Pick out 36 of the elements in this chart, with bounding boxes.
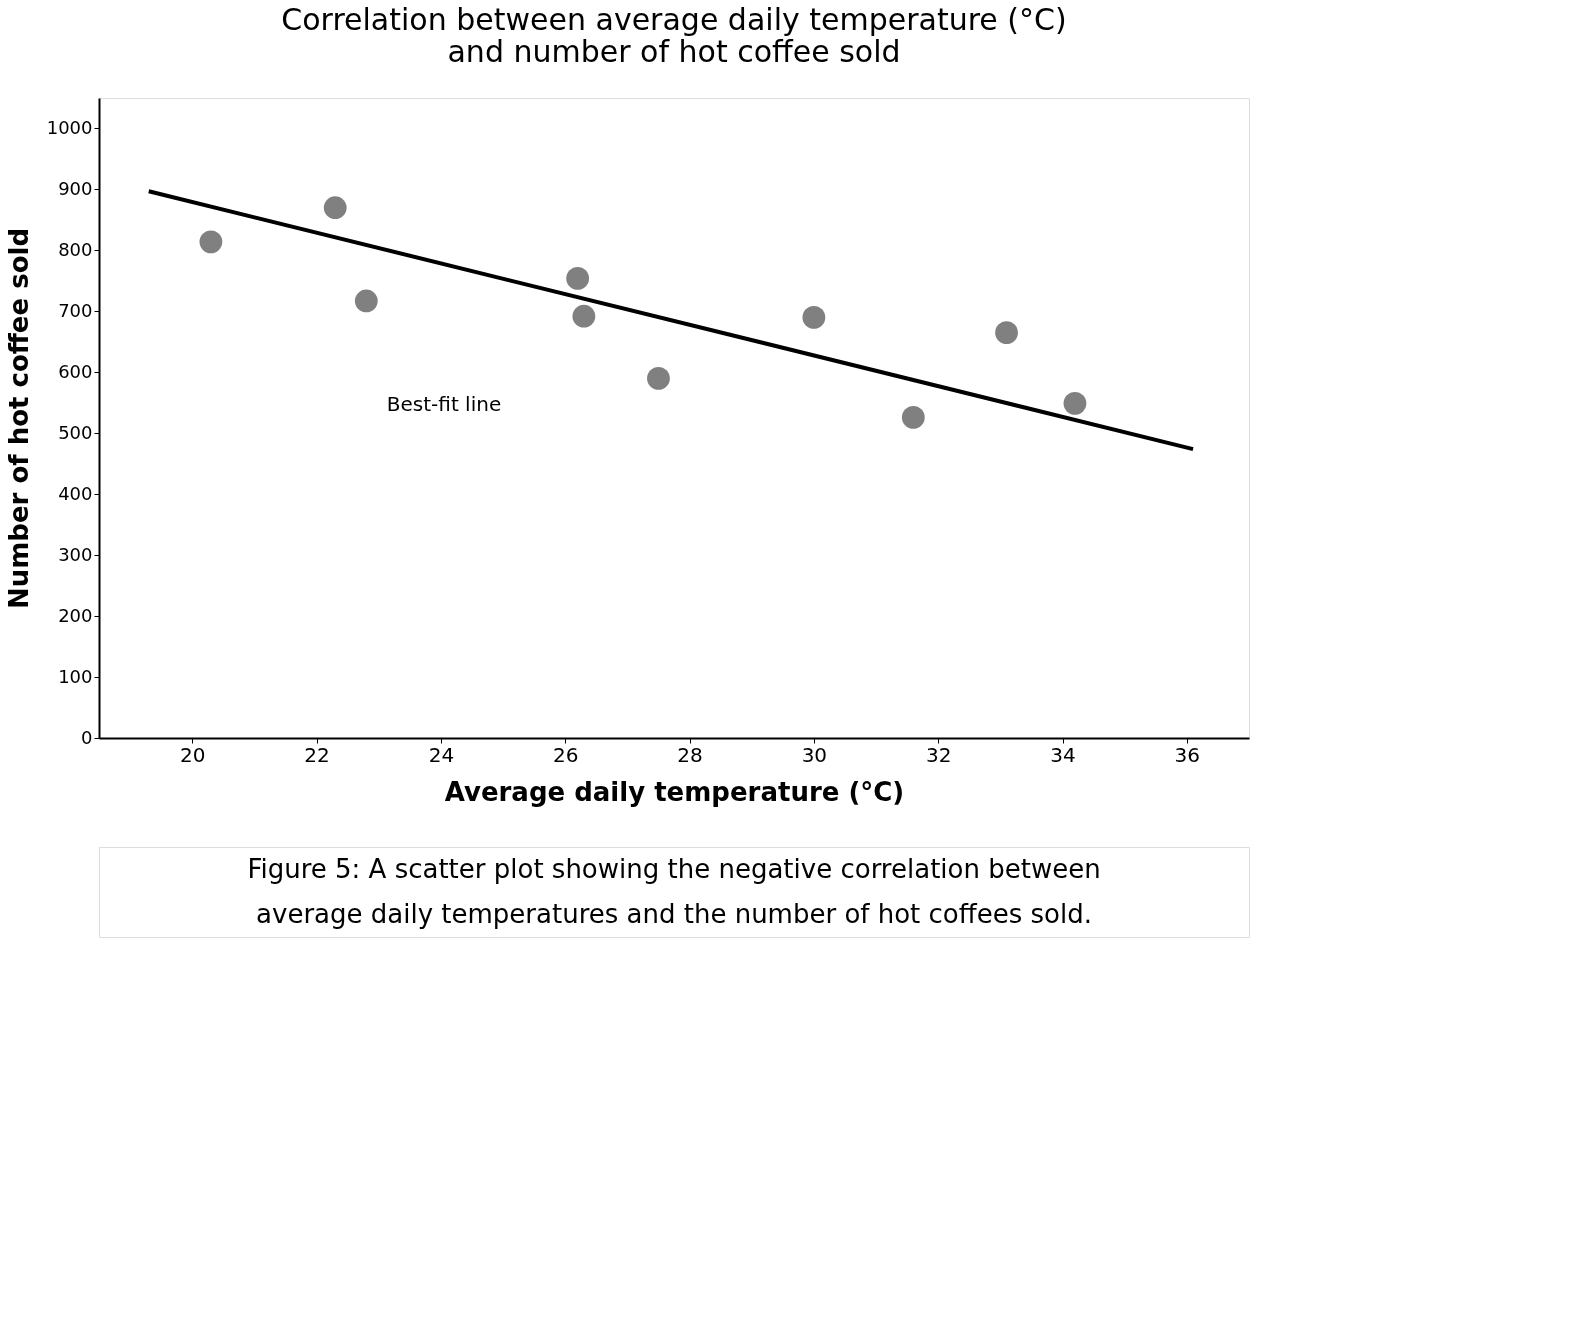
point (647, 367, 670, 390)
x-tick-label: 26 (552, 742, 579, 767)
x-tick-label: 36 (1174, 742, 1201, 767)
y-tick-label: 800 (58, 238, 93, 260)
point (572, 304, 596, 328)
point (995, 321, 1018, 345)
x-axis-title: Average daily temperature (°C) (444, 776, 905, 807)
point (566, 267, 590, 290)
point (354, 289, 378, 313)
y-tick-label: 500 (58, 421, 93, 443)
y-tick-label: 900 (58, 177, 93, 199)
text: Correlation between average daily temperature (°C) (281, 2, 1067, 37)
point (199, 230, 223, 254)
y-tick-label: 300 (58, 543, 93, 565)
point (901, 406, 925, 429)
x-tick-label: 20 (180, 742, 206, 767)
x-tick-label: 24 (428, 742, 455, 767)
x-tick-label: 30 (801, 742, 828, 767)
point (1063, 391, 1087, 415)
y-tick-label: 700 (58, 299, 93, 321)
caption: Figure 5: A scatter plot showing the negative correlation between (247, 853, 1101, 884)
y-tick-label: 0 (81, 726, 93, 748)
annotation: Best-fit line (386, 392, 502, 417)
x-tick-label: 32 (925, 742, 952, 767)
x-tick-label: 22 (304, 742, 330, 767)
y-tick-label: 1000 (46, 116, 93, 138)
text: average daily temperatures and the number of hot coffees sold. (256, 898, 1092, 929)
y-tick-label: 600 (58, 360, 93, 382)
y-tick-label: 400 (58, 482, 93, 504)
x-tick-label: 28 (677, 742, 703, 767)
y-tick-label: 100 (58, 665, 93, 687)
x-tick-label: 34 (1050, 742, 1076, 767)
y-tick-label: 200 (58, 604, 93, 626)
point (802, 306, 826, 329)
y-axis-title: Number of hot coffee sold (3, 227, 34, 610)
point (323, 196, 347, 220)
